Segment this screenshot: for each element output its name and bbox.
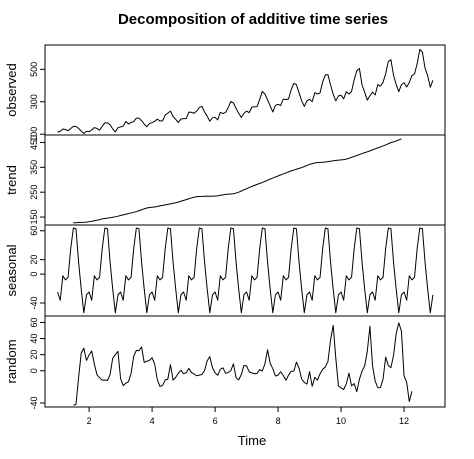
y-tick-label: -40 <box>29 296 39 309</box>
panel-frame <box>44 315 446 408</box>
y-tick-label: 100 <box>29 127 39 142</box>
y-tick-label: 250 <box>29 185 39 200</box>
panel-frame <box>44 134 446 226</box>
y-tick-label: 20 <box>29 350 39 360</box>
series-line-observed <box>57 49 434 135</box>
series-line-seasonal <box>57 227 434 314</box>
y-tick-label: 150 <box>29 210 39 225</box>
y-tick-label: 350 <box>29 160 39 175</box>
panel-observed: 100 300 500 observed <box>4 44 446 142</box>
panel-ylabel: seasonal <box>4 244 19 296</box>
x-tick-label: 4 <box>150 416 155 426</box>
panel-ylabel: observed <box>4 63 19 116</box>
y-tick-label: 60 <box>29 226 39 236</box>
y-tick-label: 300 <box>29 94 39 109</box>
y-tick-label: 450 <box>29 135 39 150</box>
panel-random: -40 0 20 40 60 random <box>4 315 446 409</box>
x-tick-label: 12 <box>399 416 409 426</box>
y-tick-label: 0 <box>29 368 39 373</box>
y-tick-label: 20 <box>29 255 39 265</box>
panel-frame <box>44 224 446 317</box>
x-tick-label: 8 <box>276 416 281 426</box>
panel-frame <box>44 44 446 136</box>
series-line-trend <box>73 138 402 224</box>
y-tick-label: 60 <box>29 317 39 327</box>
y-tick-label: -40 <box>29 396 39 409</box>
x-axis-label: Time <box>238 433 266 448</box>
x-tick-label: 10 <box>336 416 346 426</box>
panel-ylabel: trend <box>4 165 19 195</box>
y-tick-label: 0 <box>29 272 39 277</box>
x-tick-label: 6 <box>213 416 218 426</box>
panel-ylabel: random <box>4 339 19 383</box>
y-tick-label: 500 <box>29 62 39 77</box>
y-tick-label: 40 <box>29 334 39 344</box>
panel-seasonal: -40 0 20 60 seasonal <box>4 224 446 317</box>
x-tick-label: 2 <box>87 416 92 426</box>
panel-trend: 150 250 350 450 trend <box>4 134 446 226</box>
series-line-random <box>73 322 413 406</box>
panels: 100 300 500 observed 150 250 350 450 trend -40 0 20… <box>4 44 446 409</box>
chart-title: Decomposition of additive time series <box>118 11 388 28</box>
x-axis: 2 4 6 8 10 12 <box>87 407 409 426</box>
